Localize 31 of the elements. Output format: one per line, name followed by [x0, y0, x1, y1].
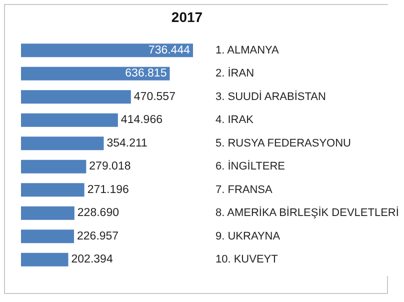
bar — [21, 160, 86, 174]
data-label: 470.557 — [134, 90, 176, 103]
y-tick-label: 1. ALMANYA — [216, 44, 280, 56]
data-label: 354.211 — [106, 137, 148, 150]
data-label: 279.018 — [89, 160, 131, 173]
bar — [21, 66, 170, 80]
bar — [21, 136, 104, 150]
bar — [21, 113, 118, 127]
data-label: 736.444 — [148, 44, 191, 56]
y-tick-label: 8. AMERİKA BİRLEŞİK DEVLETLERİ — [216, 206, 399, 220]
bar — [21, 252, 68, 266]
y-tick-label: 10. KUVEYT — [216, 254, 278, 266]
bar — [21, 230, 74, 244]
bar — [21, 44, 193, 58]
data-label: 271.196 — [87, 184, 129, 196]
data-label: 202.394 — [71, 254, 114, 266]
data-label: 636.815 — [125, 68, 167, 80]
y-tick-label: 3. SUUDİ ARABİSTAN — [216, 90, 326, 103]
bar — [21, 206, 74, 220]
bar — [21, 183, 84, 197]
bar — [21, 90, 131, 104]
y-tick-label: 7. FRANSA — [216, 184, 274, 196]
data-label: 414.966 — [120, 114, 162, 126]
data-label: 228.690 — [77, 207, 119, 220]
y-tick-label: 5. RUSYA FEDERASYONU — [216, 137, 352, 150]
data-label: 226.957 — [77, 230, 119, 242]
y-tick-label: 4. IRAK — [216, 114, 254, 126]
y-tick-label: 2. İRAN — [216, 66, 254, 80]
y-tick-label: 6. İNGİLTERE — [216, 160, 285, 173]
y-tick-label: 9. UKRAYNA — [216, 230, 281, 242]
chart-title: 2017 — [171, 9, 203, 25]
